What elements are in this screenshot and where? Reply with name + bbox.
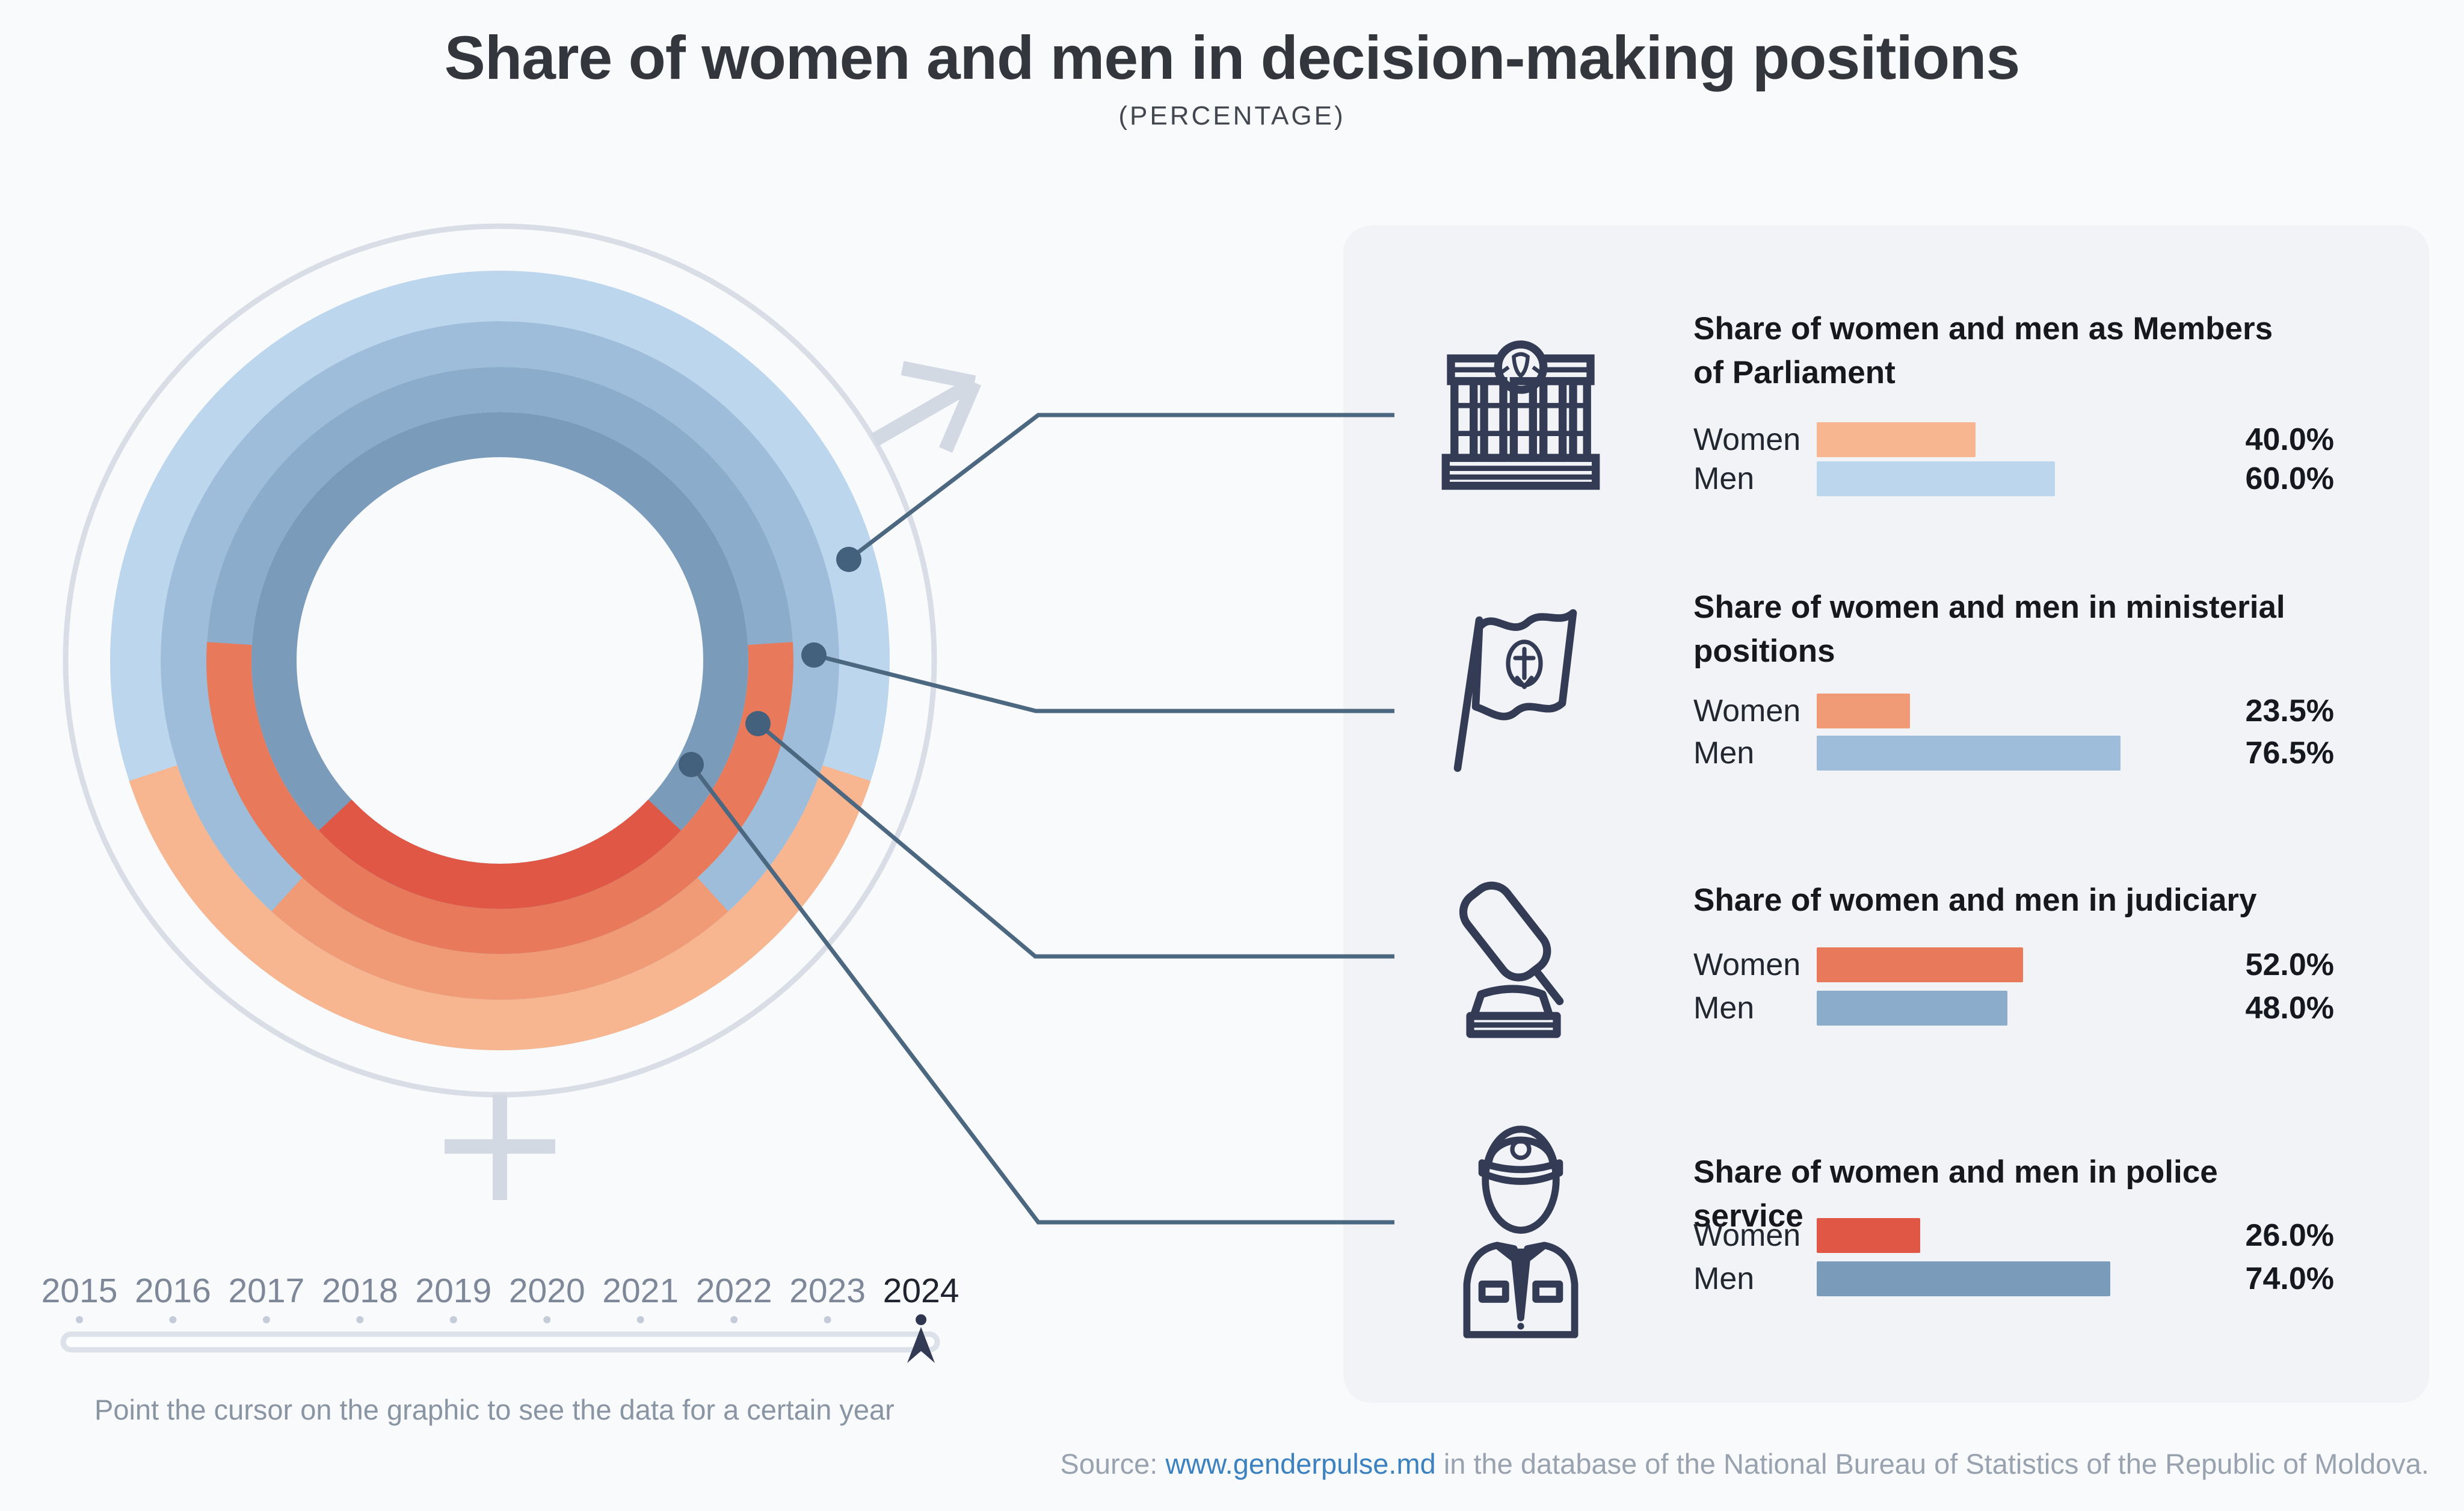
section-title: Share of women and men in judiciary <box>1693 882 2257 918</box>
timeline-cursor[interactable] <box>907 1327 935 1363</box>
source-suffix: in the database of the National Bureau o… <box>1435 1448 2429 1480</box>
year-label-2020[interactable]: 2020 <box>509 1272 585 1310</box>
men-bar <box>1817 736 2121 771</box>
year-dot-2017[interactable] <box>262 1316 270 1323</box>
year-dot-2019[interactable] <box>449 1316 457 1323</box>
men-label: Men <box>1693 1261 1755 1296</box>
source-link[interactable]: www.genderpulse.md <box>1165 1448 1436 1480</box>
ring-men-0[interactable] <box>110 271 890 1050</box>
year-label-2018[interactable]: 2018 <box>322 1272 398 1310</box>
ring-men-1[interactable] <box>161 321 839 1000</box>
men-row: Men 48.0% <box>1693 991 2334 1026</box>
men-bar <box>1817 461 2055 496</box>
year-label-2017[interactable]: 2017 <box>228 1272 304 1310</box>
year-dot-2018[interactable] <box>356 1316 364 1323</box>
men-row: Men 74.0% <box>1693 1261 2334 1296</box>
female-cross-icon <box>445 1095 555 1200</box>
women-label: Women <box>1693 947 1801 982</box>
men-bar <box>1817 1261 2111 1296</box>
men-label: Men <box>1693 736 1755 771</box>
year-dot-2020[interactable] <box>543 1316 551 1323</box>
women-bar <box>1817 422 1976 457</box>
men-bar <box>1817 991 2007 1026</box>
women-bar <box>1817 1218 1920 1253</box>
connector-line-3 <box>689 763 1394 1225</box>
year-dot-2022[interactable] <box>730 1316 738 1323</box>
year-label-2024[interactable]: 2024 <box>883 1272 959 1310</box>
connector-line-2 <box>756 722 1394 959</box>
women-value: 52.0% <box>2245 947 2334 982</box>
men-value: 48.0% <box>2245 991 2334 1026</box>
women-value: 26.0% <box>2245 1218 2334 1253</box>
year-label-2015[interactable]: 2015 <box>42 1272 118 1310</box>
connector-line-1 <box>813 653 1394 713</box>
connector-line-0 <box>847 413 1394 561</box>
connector-dot-1 <box>801 642 827 668</box>
women-bar <box>1817 947 2024 982</box>
timeline-hint: Point the cursor on the graphic to see t… <box>94 1394 895 1426</box>
parliament-icon <box>1428 322 1614 496</box>
year-dot-2015[interactable] <box>76 1316 83 1323</box>
men-value: 60.0% <box>2245 461 2334 496</box>
ring-men-3[interactable] <box>251 412 748 909</box>
ring-men-2[interactable] <box>206 367 793 954</box>
section-title: Share of women and men in police service <box>1693 1154 2218 1234</box>
section-title: Share of women and men in ministerial po… <box>1693 589 2285 669</box>
women-label: Women <box>1693 1218 1801 1253</box>
section-title: Share of women and men as Members of Par… <box>1693 311 2273 390</box>
year-label-2016[interactable]: 2016 <box>135 1272 211 1310</box>
gavel-icon <box>1428 864 1614 1045</box>
year-dot-2023[interactable] <box>824 1316 831 1323</box>
gender-symbol-circle <box>63 223 937 1098</box>
women-value: 40.0% <box>2245 422 2334 457</box>
women-row: Women 26.0% <box>1693 1218 2334 1253</box>
ring-women-2[interactable] <box>206 642 793 954</box>
men-row: Men 60.0% <box>1693 461 2334 496</box>
year-label-2023[interactable]: 2023 <box>789 1272 866 1310</box>
men-value: 76.5% <box>2245 736 2334 771</box>
year-label-2021[interactable]: 2021 <box>602 1272 679 1310</box>
year-dot-2021[interactable] <box>636 1316 644 1323</box>
page-title: Share of women and men in decision-makin… <box>444 23 2020 92</box>
page-subtitle: (PERCENTAGE) <box>1118 101 1346 131</box>
flag-icon <box>1428 599 1614 779</box>
year-dot-2024[interactable] <box>916 1314 927 1325</box>
women-row: Women 52.0% <box>1693 947 2334 982</box>
ring-women-1[interactable] <box>271 877 728 1000</box>
connector-dot-3 <box>679 752 704 777</box>
source-prefix: Source: <box>1060 1448 1166 1480</box>
connector-dot-2 <box>745 711 771 736</box>
info-panel: Share of women and men as Members of Par… <box>1343 226 2429 1403</box>
source-line: Source: www.genderpulse.md in the databa… <box>1060 1447 2429 1480</box>
women-label: Women <box>1693 422 1801 457</box>
year-label-2019[interactable]: 2019 <box>415 1272 491 1310</box>
men-value: 74.0% <box>2245 1261 2334 1296</box>
men-label: Men <box>1693 461 1755 496</box>
women-label: Women <box>1693 694 1801 728</box>
police-icon <box>1437 1121 1605 1343</box>
women-bar <box>1817 694 1911 728</box>
women-row: Women 23.5% <box>1693 694 2334 728</box>
male-arrow-icon <box>870 361 982 453</box>
women-value: 23.5% <box>2245 694 2334 728</box>
ring-women-0[interactable] <box>129 765 871 1050</box>
women-row: Women 40.0% <box>1693 422 2334 457</box>
timeline-track[interactable] <box>60 1331 940 1353</box>
ring-women-3[interactable] <box>318 799 682 909</box>
men-row: Men 76.5% <box>1693 736 2334 771</box>
year-label-2022[interactable]: 2022 <box>696 1272 772 1310</box>
men-label: Men <box>1693 991 1755 1026</box>
year-dot-2016[interactable] <box>169 1316 177 1323</box>
connector-dot-0 <box>836 547 861 572</box>
